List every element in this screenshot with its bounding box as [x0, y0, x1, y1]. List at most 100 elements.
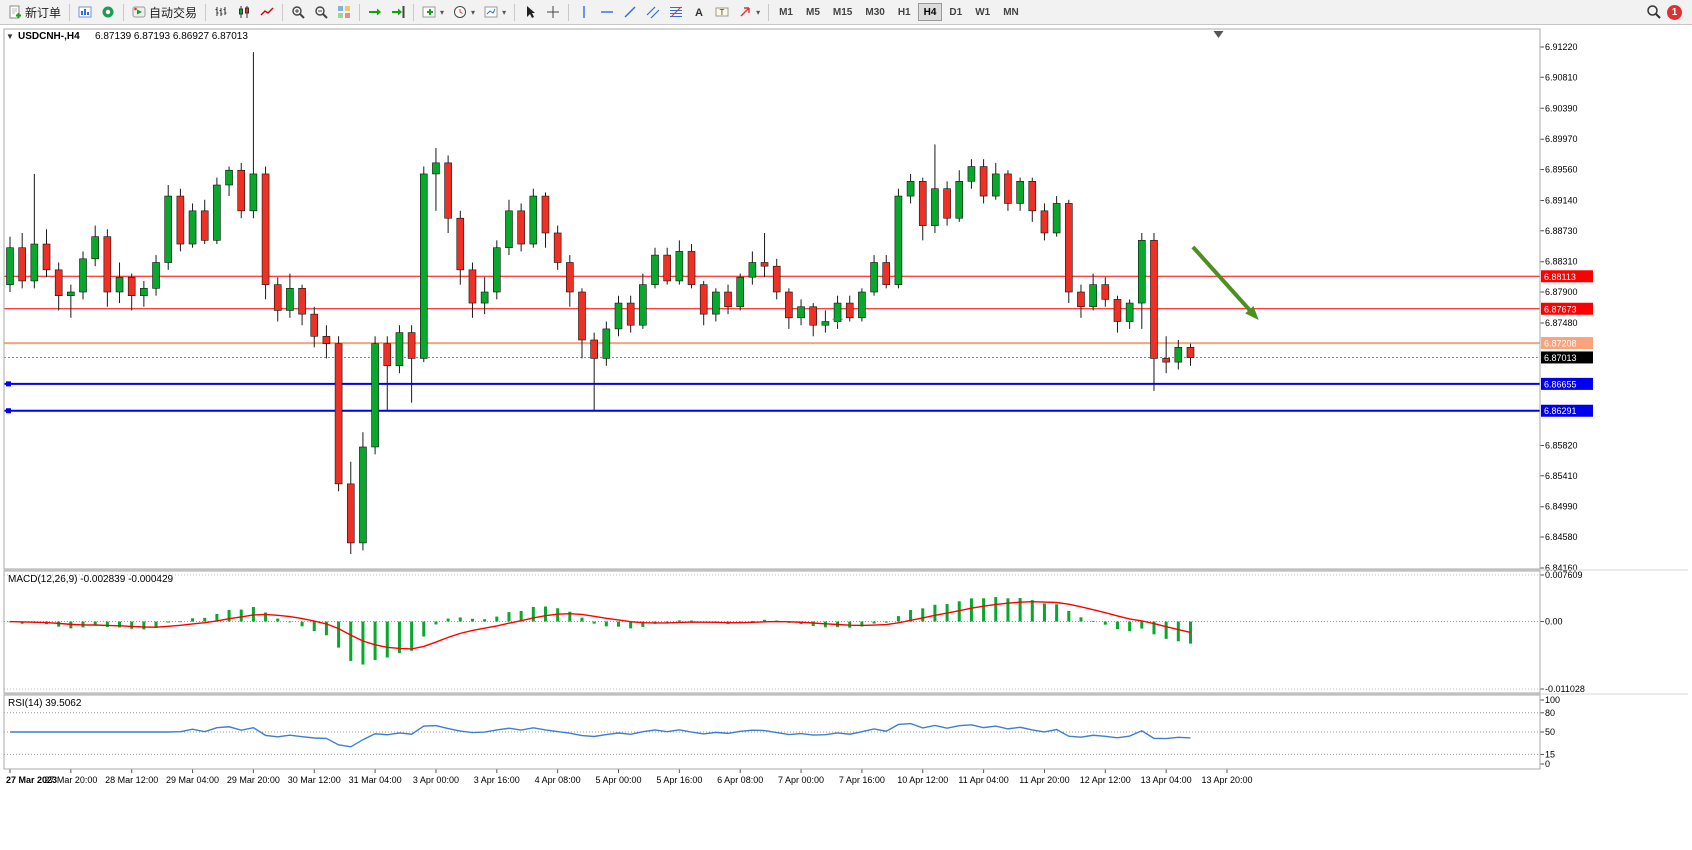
search-icon	[1647, 5, 1661, 19]
svg-text:6.90810: 6.90810	[1545, 72, 1578, 82]
chevron-down-icon: ▾	[756, 7, 761, 17]
svg-text:6.84580: 6.84580	[1545, 532, 1578, 542]
svg-text:T: T	[720, 8, 725, 17]
timeframe-m1-button[interactable]: M1	[773, 3, 799, 21]
svg-text:0: 0	[1545, 759, 1550, 769]
search-symbol-button[interactable]	[1642, 2, 1666, 22]
community-icon	[102, 6, 114, 18]
svg-text:7 Apr 00:00: 7 Apr 00:00	[778, 775, 824, 785]
autotrading-button[interactable]: 自动交易	[128, 2, 201, 22]
chart-shift-button[interactable]	[387, 2, 409, 22]
line-chart-button[interactable]	[256, 2, 278, 22]
templates-button[interactable]: ▾	[480, 2, 510, 22]
svg-text:5 Apr 00:00: 5 Apr 00:00	[595, 775, 641, 785]
timeframe-d1-button[interactable]: D1	[943, 3, 968, 21]
svg-text:6.87208: 6.87208	[1544, 339, 1577, 349]
channel-button[interactable]	[642, 2, 664, 22]
indicators-button[interactable]: ▾	[418, 2, 448, 22]
quick-trade-arrow-icon[interactable]: ▼	[6, 32, 14, 41]
separator	[768, 3, 770, 21]
autotrading-label: 自动交易	[149, 5, 198, 20]
svg-text:-0.011028: -0.011028	[1545, 684, 1585, 694]
chart-windows-button[interactable]	[74, 2, 96, 22]
order-marker	[832, 314, 843, 325]
svg-text:6.88310: 6.88310	[1545, 257, 1578, 267]
channel-icon	[646, 6, 660, 19]
timeframe-mn-button[interactable]: MN	[997, 3, 1025, 21]
svg-text:0.00: 0.00	[1545, 617, 1563, 627]
svg-text:6.86655: 6.86655	[1544, 379, 1577, 389]
price-label-box	[1541, 337, 1593, 350]
vertical-line-icon	[583, 6, 585, 18]
svg-text:6.84160: 6.84160	[1545, 563, 1578, 573]
price-axis: 6.91220 6.90810 6.90390 6.89970 6.89560 6.891…	[1540, 42, 1593, 573]
arrow-tool-icon	[740, 7, 750, 17]
trendline-button[interactable]	[619, 2, 641, 22]
svg-text:31 Mar 04:00: 31 Mar 04:00	[349, 775, 402, 785]
separator	[514, 3, 516, 21]
label-button[interactable]: T	[711, 2, 733, 22]
clock-icon	[454, 6, 467, 18]
separator	[123, 3, 125, 21]
cursor-button[interactable]	[519, 2, 541, 22]
text-icon: A	[695, 7, 703, 19]
separator	[359, 3, 361, 21]
candlestick-icon	[239, 6, 250, 18]
arrows-button[interactable]: ▾	[734, 2, 764, 22]
candlestick-chart-button[interactable]	[233, 2, 255, 22]
svg-text:5 Apr 16:00: 5 Apr 16:00	[656, 775, 702, 785]
chart-area[interactable]: 6.91220 6.90810 6.90390 6.89970 6.89560 6.891…	[0, 25, 1692, 850]
svg-text:3 Apr 16:00: 3 Apr 16:00	[474, 775, 520, 785]
main-toolbar: 新订单 自动交易 ▾ ▾	[0, 0, 1692, 25]
separator	[413, 3, 415, 21]
autotrading-icon	[132, 6, 146, 18]
timeframe-m15-button[interactable]: M15	[827, 3, 858, 21]
separator	[69, 3, 71, 21]
line-chart-icon	[260, 7, 274, 16]
svg-text:3 Apr 00:00: 3 Apr 00:00	[413, 775, 459, 785]
main-pane-border	[3, 28, 1541, 570]
timeframe-h1-button[interactable]: H1	[892, 3, 917, 21]
macd-signal-line	[9, 601, 1191, 650]
svg-text:100: 100	[1545, 695, 1560, 705]
timeframe-m30-button[interactable]: M30	[859, 3, 890, 21]
svg-text:29 Mar 20:00: 29 Mar 20:00	[227, 775, 280, 785]
community-button[interactable]	[97, 2, 119, 22]
periods-button[interactable]: ▾	[449, 2, 479, 22]
zoom-in-button[interactable]	[287, 2, 309, 22]
macd-pane-border	[3, 570, 1541, 694]
chevron-down-icon: ▾	[440, 7, 445, 17]
auto-scroll-icon	[369, 8, 382, 16]
line-handle	[6, 381, 11, 387]
fibonacci-button[interactable]	[665, 2, 687, 22]
new-order-icon	[9, 5, 21, 19]
separator	[205, 3, 207, 21]
svg-text:13 Apr 20:00: 13 Apr 20:00	[1201, 775, 1252, 785]
new-order-button[interactable]: 新订单	[4, 2, 65, 22]
text-button[interactable]: A	[688, 2, 710, 22]
bar-chart-button[interactable]	[210, 2, 232, 22]
auto-scroll-button[interactable]	[364, 2, 386, 22]
notifications-badge[interactable]: 1	[1667, 4, 1682, 20]
crosshair-button[interactable]	[542, 2, 564, 22]
zoom-out-button[interactable]	[310, 2, 332, 22]
svg-text:6.89560: 6.89560	[1545, 165, 1578, 175]
svg-text:6.85820: 6.85820	[1545, 440, 1578, 450]
timeframe-m5-button[interactable]: M5	[800, 3, 826, 21]
vertical-line-button[interactable]	[573, 2, 595, 22]
svg-text:6.85410: 6.85410	[1545, 471, 1578, 481]
label-icon: T	[715, 7, 729, 17]
timeframe-w1-button[interactable]: W1	[969, 3, 996, 21]
timeframe-h4-button[interactable]: H4	[917, 3, 943, 21]
svg-text:6.87013: 6.87013	[1544, 353, 1577, 363]
zoom-in-icon	[292, 6, 305, 19]
horizontal-line-button[interactable]	[596, 2, 618, 22]
tile-windows-button[interactable]	[333, 2, 355, 22]
svg-text:6.87673: 6.87673	[1544, 304, 1577, 314]
svg-text:30 Mar 12:00: 30 Mar 12:00	[288, 775, 341, 785]
price-label-box	[1541, 351, 1593, 364]
chevron-down-icon: ▾	[502, 7, 507, 17]
chart-shift-icon	[392, 6, 405, 18]
horizontal-line-icon	[601, 11, 614, 13]
svg-text:12 Apr 12:00: 12 Apr 12:00	[1080, 775, 1131, 785]
